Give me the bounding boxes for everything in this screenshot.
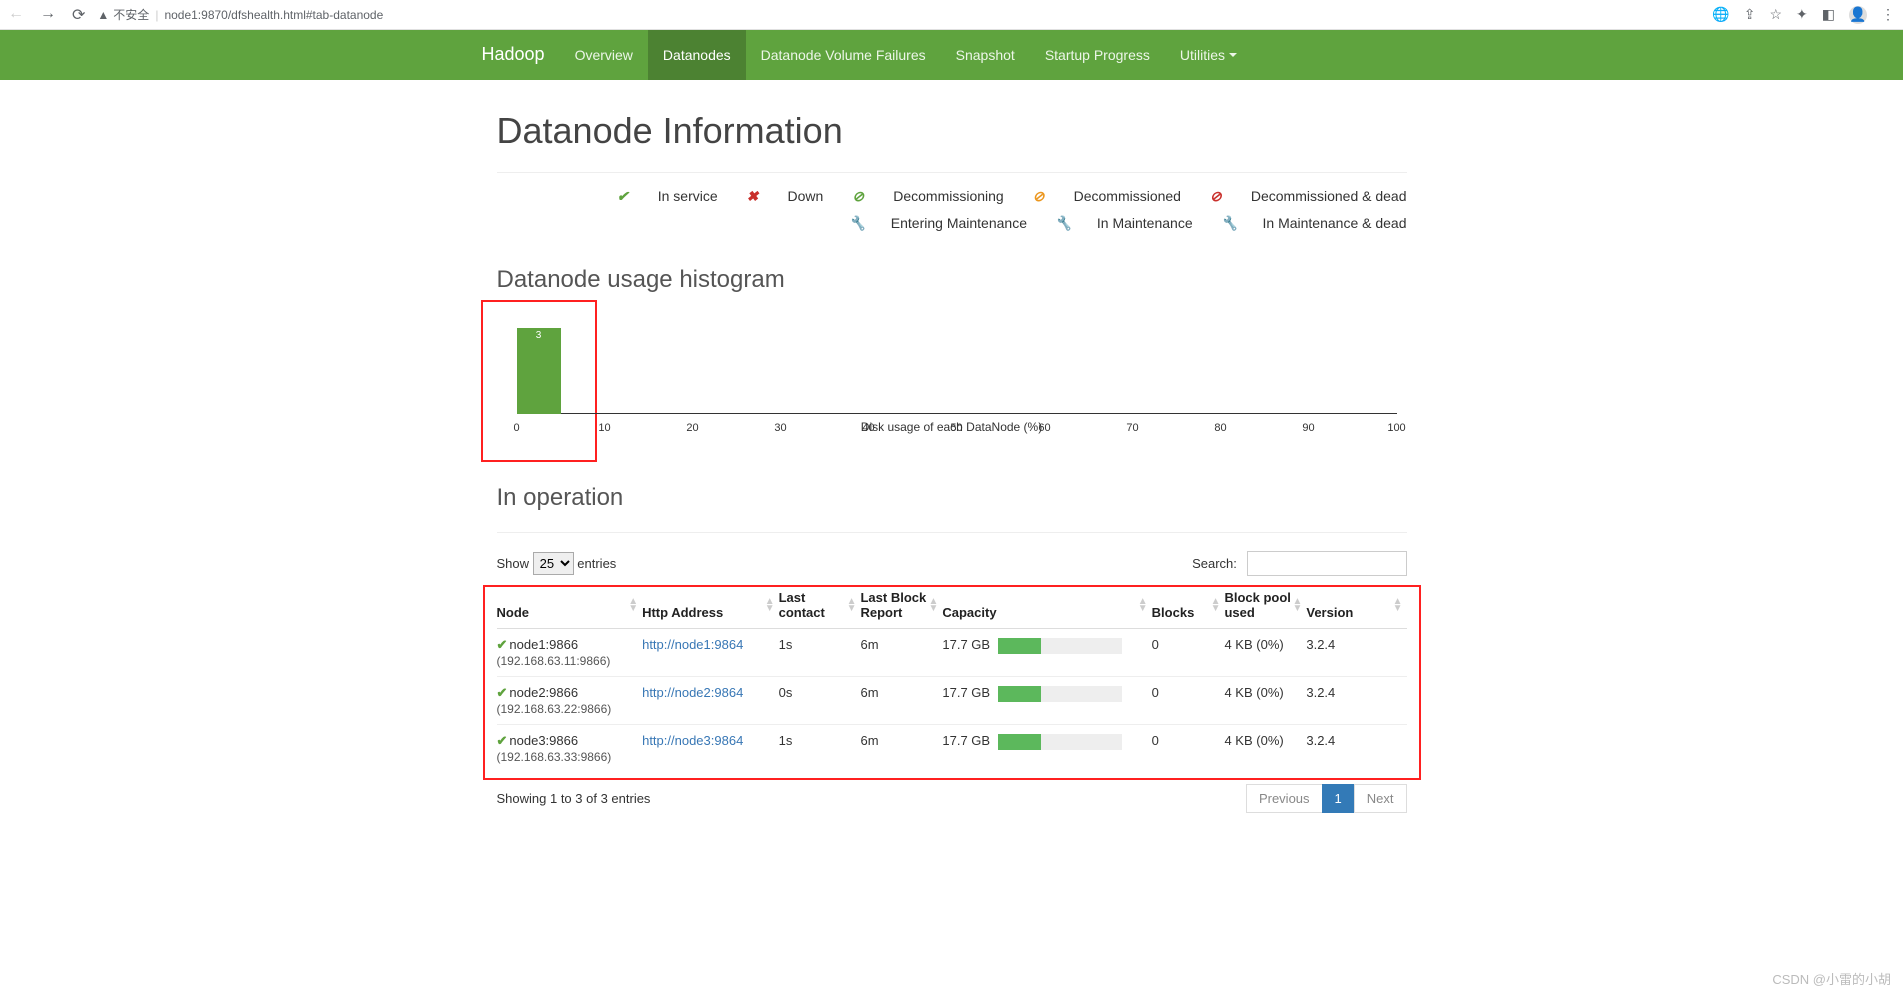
entering-maint-icon: 🔧 xyxy=(849,210,863,237)
datanode-table-wrapper: Node▲▼Http Address▲▼Last contact▲▼Last B… xyxy=(497,582,1407,772)
datanode-table: Node▲▼Http Address▲▼Last contact▲▼Last B… xyxy=(497,582,1407,772)
col-http-address[interactable]: Http Address▲▼ xyxy=(642,582,779,629)
separator: | xyxy=(155,8,158,22)
col-node[interactable]: Node▲▼ xyxy=(497,582,643,629)
decommissioning-icon: ⊘ xyxy=(851,183,865,210)
nav-item-datanodes[interactable]: Datanodes xyxy=(648,30,746,80)
main-navbar: Hadoop OverviewDatanodesDatanode Volume … xyxy=(0,30,1903,80)
x-tick: 20 xyxy=(686,422,698,434)
col-last-block-report[interactable]: Last Block Report▲▼ xyxy=(860,582,942,629)
x-tick: 60 xyxy=(1038,422,1050,434)
brand[interactable]: Hadoop xyxy=(482,30,560,80)
down-icon: ✖ xyxy=(746,183,760,210)
nav-item-overview[interactable]: Overview xyxy=(560,30,648,80)
decom-dead-icon: ⊘ xyxy=(1209,183,1223,210)
menu-icon[interactable]: ⋮ xyxy=(1881,6,1895,23)
page-button[interactable]: 1 xyxy=(1322,784,1355,813)
browser-toolbar: ← → ⟳ ▲ 不安全 | node1:9870/dfshealth.html#… xyxy=(0,0,1903,30)
status-legend: ✔In service ✖Down ⊘Decommissioning ⊘Deco… xyxy=(497,183,1407,236)
watermark: CSDN @小雷的小胡 xyxy=(1772,969,1891,988)
check-icon: ✔ xyxy=(497,637,508,652)
table-row: ✔node3:9866(192.168.63.33:9866)http://no… xyxy=(497,725,1407,773)
check-icon: ✔ xyxy=(616,183,630,210)
histogram-bar: 3 xyxy=(517,328,561,414)
col-blocks[interactable]: Blocks▲▼ xyxy=(1152,582,1225,629)
profile-icon[interactable]: 👤 xyxy=(1849,6,1867,24)
x-tick: 30 xyxy=(774,422,786,434)
x-tick: 10 xyxy=(598,422,610,434)
capacity-bar xyxy=(998,734,1122,750)
prev-button[interactable]: Previous xyxy=(1246,784,1323,813)
histogram-title: Datanode usage histogram xyxy=(497,266,1407,294)
http-link[interactable]: http://node2:9864 xyxy=(642,685,743,700)
translate-icon[interactable]: 🌐 xyxy=(1712,6,1729,23)
nav-item-utilities[interactable]: Utilities xyxy=(1165,30,1252,80)
nav-item-startup-progress[interactable]: Startup Progress xyxy=(1030,30,1165,80)
forward-icon[interactable]: → xyxy=(40,5,56,25)
search-control: Search: xyxy=(1192,551,1406,576)
reload-icon[interactable]: ⟳ xyxy=(72,5,85,25)
x-tick: 50 xyxy=(950,422,962,434)
browser-right-icons: 🌐 ⇪ ☆ ✦ ◧ 👤 ⋮ xyxy=(1712,6,1895,24)
extensions-icon[interactable]: ✦ xyxy=(1796,6,1808,23)
x-tick: 40 xyxy=(862,422,874,434)
x-tick: 80 xyxy=(1214,422,1226,434)
insecure-warning: ▲ 不安全 xyxy=(97,6,149,23)
divider xyxy=(497,532,1407,533)
share-icon[interactable]: ⇪ xyxy=(1744,6,1756,23)
check-icon: ✔ xyxy=(497,733,508,748)
pagination: Previous 1 Next xyxy=(1246,784,1407,813)
in-maint-icon: 🔧 xyxy=(1055,210,1069,237)
page-title: Datanode Information xyxy=(497,110,1407,152)
capacity-bar xyxy=(998,638,1122,654)
http-link[interactable]: http://node1:9864 xyxy=(642,637,743,652)
histogram-chart: 01020304050607080901003 Disk usage of ea… xyxy=(497,304,1407,434)
col-capacity[interactable]: Capacity▲▼ xyxy=(942,582,1151,629)
length-select[interactable]: 25 xyxy=(533,552,574,575)
next-button[interactable]: Next xyxy=(1354,784,1407,813)
address-bar[interactable]: ▲ 不安全 | node1:9870/dfshealth.html#tab-da… xyxy=(97,6,1700,23)
col-block-pool-used[interactable]: Block pool used▲▼ xyxy=(1224,582,1306,629)
x-tick: 70 xyxy=(1126,422,1138,434)
star-icon[interactable]: ☆ xyxy=(1769,6,1782,23)
x-axis xyxy=(517,413,1397,414)
http-link[interactable]: http://node3:9864 xyxy=(642,733,743,748)
search-input[interactable] xyxy=(1247,551,1407,576)
nav-item-snapshot[interactable]: Snapshot xyxy=(941,30,1030,80)
divider xyxy=(497,172,1407,173)
window-icon[interactable]: ◧ xyxy=(1822,6,1835,23)
url-text: node1:9870/dfshealth.html#tab-datanode xyxy=(164,8,383,22)
length-control: Show 25 entries xyxy=(497,552,617,575)
check-icon: ✔ xyxy=(497,685,508,700)
table-info: Showing 1 to 3 of 3 entries xyxy=(497,791,651,806)
back-icon[interactable]: ← xyxy=(8,5,24,25)
decommissioned-icon: ⊘ xyxy=(1032,183,1046,210)
nav-item-datanode-volume-failures[interactable]: Datanode Volume Failures xyxy=(746,30,941,80)
table-row: ✔node1:9866(192.168.63.11:9866)http://no… xyxy=(497,629,1407,677)
col-last-contact[interactable]: Last contact▲▼ xyxy=(779,582,861,629)
capacity-bar xyxy=(998,686,1122,702)
col-version[interactable]: Version▲▼ xyxy=(1306,582,1406,629)
x-tick: 0 xyxy=(513,422,519,434)
table-row: ✔node2:9866(192.168.63.22:9866)http://no… xyxy=(497,677,1407,725)
in-operation-title: In operation xyxy=(497,484,1407,512)
browser-nav-icons: ← → ⟳ xyxy=(8,5,85,25)
x-tick: 100 xyxy=(1387,422,1405,434)
in-maint-dead-icon: 🔧 xyxy=(1221,210,1235,237)
x-tick: 90 xyxy=(1302,422,1314,434)
